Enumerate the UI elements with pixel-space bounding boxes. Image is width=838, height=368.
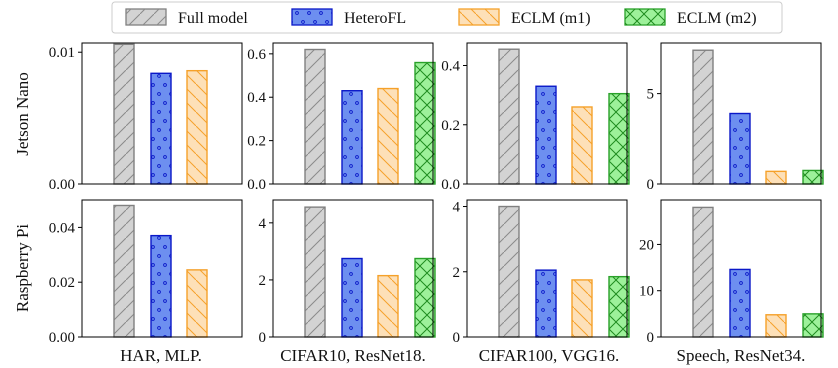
panel-r1-c3: 0 10 20 — [639, 199, 824, 346]
panel-r0-c2: 0.0 0.2 0.4 — [441, 42, 630, 193]
row-label-raspberry-pi: Raspberry Pi — [13, 224, 32, 313]
panel-r1-c0: 0.00 0.02 0.04 — [49, 199, 243, 346]
y-tick-label: 0.4 — [441, 59, 460, 75]
panel-frame — [466, 199, 628, 338]
y-tick-label: 0 — [259, 330, 267, 346]
y-tick-label: 0.4 — [247, 90, 266, 106]
legend-frame — [111, 1, 783, 34]
y-tick-label: 0.01 — [49, 45, 75, 61]
panel-r1-c2: 0 2 4 — [453, 199, 630, 346]
legend-label-full-model: Full model — [178, 10, 248, 27]
legend-swatch-hatch-eclm-m1 — [459, 9, 499, 25]
bar-full-model-hatch — [692, 49, 714, 185]
bar-full-model-hatch — [498, 205, 520, 338]
y-tick-label: 0 — [647, 177, 655, 193]
panel-frame — [272, 199, 434, 338]
y-tick-label: 10 — [639, 284, 654, 300]
legend: Full model HeteroFL ECLM (m1) ECLM (m2) — [111, 1, 783, 34]
bar-eclm-m2-hatch — [608, 275, 630, 338]
y-tick-label: 0.00 — [49, 330, 75, 346]
y-tick-label: 4 — [453, 200, 461, 216]
legend-label-eclm-m1: ECLM (m1) — [511, 10, 591, 27]
legend-entry-eclm-m1: ECLM (m1) — [458, 8, 591, 27]
bar-eclm-m1-hatch — [186, 269, 208, 338]
col-label-speech-resnet34: Speech, ResNet34. — [677, 346, 806, 365]
panel-frame — [466, 42, 628, 185]
panel-frame — [660, 199, 822, 338]
row-label-jetson-nano: Jetson Nano — [13, 72, 32, 156]
y-tick-label: 4 — [259, 216, 267, 232]
y-tick-label: 0.0 — [441, 177, 460, 193]
panel-frame — [81, 199, 243, 338]
bar-eclm-m1-hatch — [765, 314, 787, 338]
y-tick-label: 0.0 — [247, 177, 266, 193]
bar-heterofl-hatch — [341, 257, 363, 338]
bar-eclm-m1-hatch — [765, 170, 787, 185]
bar-eclm-m1-hatch — [186, 69, 208, 185]
legend-swatch-hatch-eclm-m2 — [625, 9, 665, 25]
panels: 0.000.010.00.20.40.60.00.20.4050.000.020… — [49, 42, 824, 346]
bar-eclm-m2-hatch — [608, 92, 630, 185]
y-tick-label: 0.2 — [441, 118, 460, 134]
col-label-cifar100-vgg16: CIFAR100, VGG16. — [479, 346, 620, 365]
bar-heterofl-hatch — [150, 72, 172, 185]
bar-heterofl-hatch — [535, 85, 557, 185]
panel-r0-c1: 0.0 0.2 0.4 0.6 — [247, 42, 436, 193]
bar-full-model-hatch — [304, 206, 326, 338]
legend-swatch-hatch-full-model — [126, 9, 166, 25]
legend-label-heterofl: HeteroFL — [344, 10, 406, 27]
y-tick-label: 20 — [639, 237, 654, 253]
panel-r0-c3: 05 — [647, 42, 824, 193]
legend-entry-heterofl: HeteroFL — [291, 8, 406, 27]
legend-entry-full-model: Full model — [125, 8, 248, 27]
bar-full-model-hatch — [692, 206, 714, 338]
bar-full-model-hatch — [304, 48, 326, 185]
panel-frame — [660, 42, 822, 185]
panel-r1-c1: 0 2 4 — [259, 199, 436, 346]
bar-eclm-m2-hatch — [414, 257, 436, 338]
legend-swatch-hatch-heterofl — [292, 9, 332, 25]
bar-eclm-m1-hatch — [377, 87, 399, 185]
col-label-har-mlp: HAR, MLP. — [120, 346, 202, 365]
bar-heterofl-hatch — [729, 112, 751, 185]
y-tick-label: 5 — [647, 87, 655, 103]
bar-heterofl-hatch — [341, 90, 363, 185]
legend-label-eclm-m2: ECLM (m2) — [677, 10, 757, 27]
bar-eclm-m2-hatch — [802, 313, 824, 338]
panel-frame — [272, 42, 434, 185]
y-tick-label: 2 — [259, 273, 267, 289]
y-tick-label: 0.2 — [247, 134, 266, 150]
bar-heterofl-hatch — [729, 268, 751, 338]
panel-r0-c0: 0.00 0.01 — [49, 42, 243, 193]
y-tick-label: 0.6 — [247, 47, 266, 63]
y-tick-label: 0 — [647, 330, 655, 346]
bar-eclm-m1-hatch — [571, 279, 593, 338]
y-tick-label: 2 — [453, 265, 461, 281]
bar-full-model-hatch — [498, 48, 520, 185]
bar-full-model-hatch — [113, 204, 135, 338]
bar-eclm-m1-hatch — [571, 106, 593, 185]
y-tick-label: 0 — [453, 330, 461, 346]
bar-eclm-m2-hatch — [802, 169, 824, 185]
panel-frame — [81, 42, 243, 185]
bar-heterofl-hatch — [535, 269, 557, 338]
bar-eclm-m1-hatch — [377, 274, 399, 338]
bar-heterofl-hatch — [150, 234, 172, 338]
bar-eclm-m2-hatch — [414, 61, 436, 185]
y-tick-label: 0.00 — [49, 177, 75, 193]
col-label-cifar10-resnet18: CIFAR10, ResNet18. — [280, 346, 426, 365]
y-tick-label: 0.04 — [49, 220, 76, 236]
bar-full-model-hatch — [113, 43, 135, 185]
y-tick-label: 0.02 — [49, 275, 75, 291]
legend-entry-eclm-m2: ECLM (m2) — [624, 8, 757, 27]
